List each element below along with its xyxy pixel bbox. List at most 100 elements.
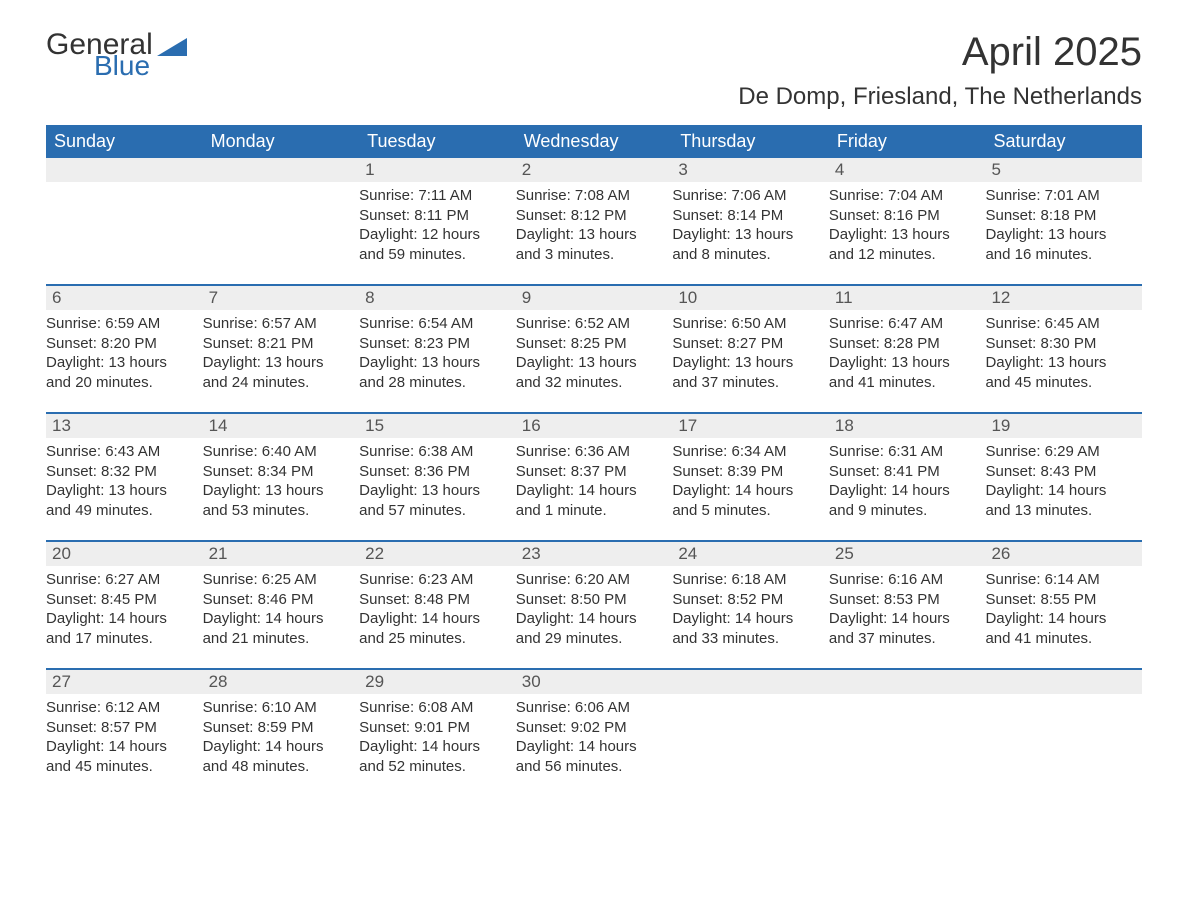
day-cell: 23Sunrise: 6:20 AMSunset: 8:50 PMDayligh…	[516, 542, 673, 652]
day-number: 29	[359, 670, 516, 694]
sunrise-text: Sunrise: 6:08 AM	[359, 698, 510, 718]
daylight-line1: Daylight: 14 hours	[516, 737, 667, 757]
day-body: Sunrise: 6:06 AMSunset: 9:02 PMDaylight:…	[516, 694, 673, 780]
daylight-line1: Daylight: 13 hours	[516, 353, 667, 373]
day-body: Sunrise: 6:29 AMSunset: 8:43 PMDaylight:…	[985, 438, 1142, 524]
daylight-line1: Daylight: 13 hours	[359, 353, 510, 373]
sunset-text: Sunset: 8:11 PM	[359, 206, 510, 226]
sunset-text: Sunset: 8:16 PM	[829, 206, 980, 226]
title-block: April 2025 De Domp, Friesland, The Nethe…	[738, 30, 1142, 111]
sunset-text: Sunset: 8:57 PM	[46, 718, 197, 738]
week-row: 13Sunrise: 6:43 AMSunset: 8:32 PMDayligh…	[46, 412, 1142, 524]
sunrise-text: Sunrise: 6:54 AM	[359, 314, 510, 334]
weekday-header: Saturday	[985, 125, 1142, 158]
day-cell	[203, 158, 360, 268]
day-cell	[672, 670, 829, 780]
daylight-line2: and 20 minutes.	[46, 373, 197, 393]
day-cell: 5Sunrise: 7:01 AMSunset: 8:18 PMDaylight…	[985, 158, 1142, 268]
day-cell: 4Sunrise: 7:04 AMSunset: 8:16 PMDaylight…	[829, 158, 986, 268]
weekday-header-row: Sunday Monday Tuesday Wednesday Thursday…	[46, 125, 1142, 158]
daylight-line1: Daylight: 13 hours	[985, 225, 1136, 245]
day-cell: 17Sunrise: 6:34 AMSunset: 8:39 PMDayligh…	[672, 414, 829, 524]
day-cell: 16 Sunrise: 6:36 AMSunset: 8:37 PMDayligh…	[516, 414, 673, 524]
sunset-text: Sunset: 8:12 PM	[516, 206, 667, 226]
sunrise-text: Sunrise: 6:59 AM	[46, 314, 197, 334]
day-number: 16	[516, 414, 673, 438]
daylight-line1: Daylight: 14 hours	[672, 481, 823, 501]
day-cell: 28Sunrise: 6:10 AMSunset: 8:59 PMDayligh…	[203, 670, 360, 780]
sunset-text: Sunset: 8:18 PM	[985, 206, 1136, 226]
sunrise-text: Sunrise: 6:43 AM	[46, 442, 197, 462]
day-number: 9	[516, 286, 673, 310]
day-body: Sunrise: 7:06 AMSunset: 8:14 PMDaylight:…	[672, 182, 829, 268]
day-body: Sunrise: 6:12 AMSunset: 8:57 PMDaylight:…	[46, 694, 203, 780]
sunset-text: Sunset: 8:53 PM	[829, 590, 980, 610]
sunrise-text: Sunrise: 6:45 AM	[985, 314, 1136, 334]
daylight-line1: Daylight: 14 hours	[46, 609, 197, 629]
day-number: 25	[829, 542, 986, 566]
sunset-text: Sunset: 8:39 PM	[672, 462, 823, 482]
day-number: 30	[516, 670, 673, 694]
day-cell	[46, 158, 203, 268]
daylight-line2: and 3 minutes.	[516, 245, 667, 265]
daylight-line1: Daylight: 13 hours	[46, 481, 197, 501]
daylight-line1: Daylight: 14 hours	[516, 481, 667, 501]
day-number: 15	[359, 414, 516, 438]
daylight-line2: and 12 minutes.	[829, 245, 980, 265]
day-body: Sunrise: 6:54 AMSunset: 8:23 PMDaylight:…	[359, 310, 516, 396]
sunset-text: Sunset: 8:37 PM	[516, 462, 667, 482]
sunset-text: Sunset: 8:27 PM	[672, 334, 823, 354]
day-cell: 13Sunrise: 6:43 AMSunset: 8:32 PMDayligh…	[46, 414, 203, 524]
sunrise-text: Sunrise: 6:18 AM	[672, 570, 823, 590]
sunrise-text: Sunrise: 6:23 AM	[359, 570, 510, 590]
daylight-line2: and 33 minutes.	[672, 629, 823, 649]
day-number: 11	[829, 286, 986, 310]
sunrise-text: Sunrise: 6:20 AM	[516, 570, 667, 590]
day-number	[46, 158, 203, 182]
week-row: 6Sunrise: 6:59 AMSunset: 8:20 PMDaylight…	[46, 284, 1142, 396]
day-cell	[985, 670, 1142, 780]
day-number: 6	[46, 286, 203, 310]
week-row: 1Sunrise: 7:11 AMSunset: 8:11 PMDaylight…	[46, 158, 1142, 268]
day-number: 3	[672, 158, 829, 182]
day-cell: 29Sunrise: 6:08 AMSunset: 9:01 PMDayligh…	[359, 670, 516, 780]
sunset-text: Sunset: 8:30 PM	[985, 334, 1136, 354]
day-cell: 21Sunrise: 6:25 AMSunset: 8:46 PMDayligh…	[203, 542, 360, 652]
daylight-line1: Daylight: 14 hours	[203, 609, 354, 629]
day-body: Sunrise: 6:47 AMSunset: 8:28 PMDaylight:…	[829, 310, 986, 396]
day-cell: 26Sunrise: 6:14 AMSunset: 8:55 PMDayligh…	[985, 542, 1142, 652]
sunrise-text: Sunrise: 6:25 AM	[203, 570, 354, 590]
daylight-line1: Daylight: 14 hours	[829, 481, 980, 501]
day-cell: 3Sunrise: 7:06 AMSunset: 8:14 PMDaylight…	[672, 158, 829, 268]
daylight-line1: Daylight: 13 hours	[829, 225, 980, 245]
daylight-line2: and 37 minutes.	[672, 373, 823, 393]
day-cell: 10Sunrise: 6:50 AMSunset: 8:27 PMDayligh…	[672, 286, 829, 396]
day-number: 20	[46, 542, 203, 566]
day-body: Sunrise: 6:45 AMSunset: 8:30 PMDaylight:…	[985, 310, 1142, 396]
daylight-line2: and 25 minutes.	[359, 629, 510, 649]
day-body: Sunrise: 6:14 AMSunset: 8:55 PMDaylight:…	[985, 566, 1142, 652]
sunrise-text: Sunrise: 6:14 AM	[985, 570, 1136, 590]
sunrise-text: Sunrise: 7:11 AM	[359, 186, 510, 206]
sunrise-text: Sunrise: 6:27 AM	[46, 570, 197, 590]
day-cell: 19Sunrise: 6:29 AMSunset: 8:43 PMDayligh…	[985, 414, 1142, 524]
day-number: 2	[516, 158, 673, 182]
day-body: Sunrise: 6:34 AMSunset: 8:39 PMDaylight:…	[672, 438, 829, 524]
sunset-text: Sunset: 9:02 PM	[516, 718, 667, 738]
sunset-text: Sunset: 8:46 PM	[203, 590, 354, 610]
sunrise-text: Sunrise: 6:38 AM	[359, 442, 510, 462]
sunrise-text: Sunrise: 6:36 AM	[516, 442, 667, 462]
calendar: Sunday Monday Tuesday Wednesday Thursday…	[46, 125, 1142, 780]
daylight-line1: Daylight: 14 hours	[829, 609, 980, 629]
day-number: 28	[203, 670, 360, 694]
day-number: 26	[985, 542, 1142, 566]
day-body: Sunrise: 7:01 AMSunset: 8:18 PMDaylight:…	[985, 182, 1142, 268]
daylight-line2: and 13 minutes.	[985, 501, 1136, 521]
daylight-line1: Daylight: 13 hours	[516, 225, 667, 245]
day-number: 12	[985, 286, 1142, 310]
daylight-line2: and 8 minutes.	[672, 245, 823, 265]
daylight-line1: Daylight: 14 hours	[359, 737, 510, 757]
daylight-line2: and 41 minutes.	[985, 629, 1136, 649]
sunset-text: Sunset: 8:28 PM	[829, 334, 980, 354]
daylight-line2: and 45 minutes.	[985, 373, 1136, 393]
